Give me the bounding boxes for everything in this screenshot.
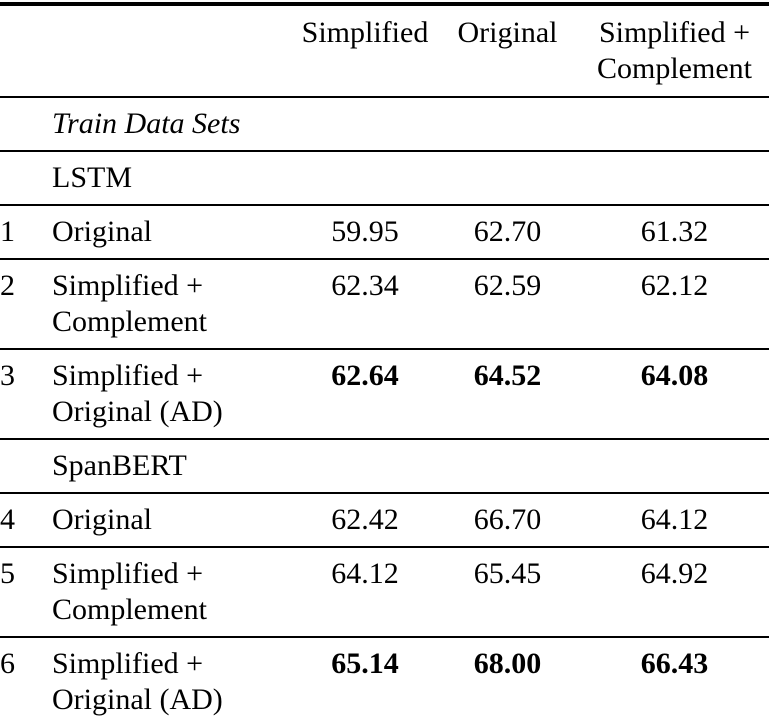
table-row-1: 1 Original 59.95 62.70 61.32	[0, 205, 769, 259]
column-header-line-1: Simplified +	[598, 16, 751, 49]
score-simplified: 62.34	[331, 269, 399, 302]
train-set-label-line-1: Simplified +	[52, 647, 204, 680]
column-header-simplified-complement: Simplified + Complement	[580, 4, 769, 97]
header-spacer-label	[52, 4, 295, 97]
score-simplified-complement: 61.32	[640, 215, 709, 248]
score-simplified-complement: 62.12	[640, 269, 709, 302]
train-set-label-line-1: Original	[52, 503, 152, 536]
score-simplified-complement: 66.43	[640, 647, 709, 680]
section-header-train-data-sets: Train Data Sets	[52, 107, 241, 140]
row-number: 5	[0, 557, 15, 590]
train-set-label-line-2: Complement	[52, 593, 207, 626]
table-row-4: 4 Original 62.42 66.70 64.12	[0, 493, 769, 547]
train-set-label-line-2: Original (AD)	[52, 395, 223, 428]
group-header-lstm: LSTM	[52, 161, 133, 194]
score-original: 64.52	[473, 359, 542, 392]
column-header-original: Original	[457, 16, 558, 49]
group-header-row: LSTM	[0, 151, 769, 205]
row-number: 6	[0, 647, 15, 680]
row-number: 1	[0, 215, 15, 248]
row-number: 2	[0, 269, 15, 302]
section-spacer	[0, 97, 52, 151]
train-set-label: Simplified + Complement	[52, 259, 295, 349]
group-spacer	[0, 439, 52, 493]
row-number: 4	[0, 503, 15, 536]
score-original: 62.59	[473, 269, 542, 302]
train-set-label-line-1: Original	[52, 215, 152, 248]
score-original: 62.70	[473, 215, 542, 248]
train-set-label: Simplified + Original (AD)	[52, 349, 295, 439]
table-row-2: 2 Simplified + Complement 62.34 62.59 62…	[0, 259, 769, 349]
score-simplified-complement: 64.08	[640, 359, 709, 392]
score-simplified-complement: 64.12	[640, 503, 709, 536]
group-header-row: SpanBERT	[0, 439, 769, 493]
train-set-label-line-1: Simplified +	[52, 269, 204, 302]
table-row-5: 5 Simplified + Complement 64.12 65.45 64…	[0, 547, 769, 637]
train-set-label-line-1: Simplified +	[52, 557, 204, 590]
score-simplified: 65.14	[331, 647, 399, 680]
train-set-label: Original	[52, 205, 295, 259]
train-set-label: Original	[52, 493, 295, 547]
table-row-3: 3 Simplified + Original (AD) 62.64 64.52…	[0, 349, 769, 439]
score-simplified: 62.64	[331, 359, 399, 392]
group-header-spanbert: SpanBERT	[52, 449, 187, 482]
section-header-row: Train Data Sets	[0, 97, 769, 151]
score-simplified: 62.42	[331, 503, 399, 536]
header-spacer-num	[0, 4, 52, 97]
train-set-label-line-2: Original (AD)	[52, 683, 223, 716]
train-set-label-line-2: Complement	[52, 305, 207, 338]
train-set-label: Simplified + Complement	[52, 547, 295, 637]
table-header-row: Simplified Original Simplified + Complem…	[0, 4, 769, 97]
score-original: 66.70	[473, 503, 542, 536]
group-spacer	[0, 151, 52, 205]
score-simplified: 64.12	[331, 557, 399, 590]
table-row-6: 6 Simplified + Original (AD) 65.14 68.00…	[0, 637, 769, 720]
train-set-label: Simplified + Original (AD)	[52, 637, 295, 720]
score-simplified: 59.95	[331, 215, 399, 248]
score-original: 65.45	[473, 557, 542, 590]
score-simplified-complement: 64.92	[640, 557, 709, 590]
score-original: 68.00	[473, 647, 542, 680]
column-header-simplified: Simplified	[301, 16, 429, 49]
row-number: 3	[0, 359, 15, 392]
train-set-label-line-1: Simplified +	[52, 359, 204, 392]
column-header-line-2: Complement	[597, 52, 752, 85]
